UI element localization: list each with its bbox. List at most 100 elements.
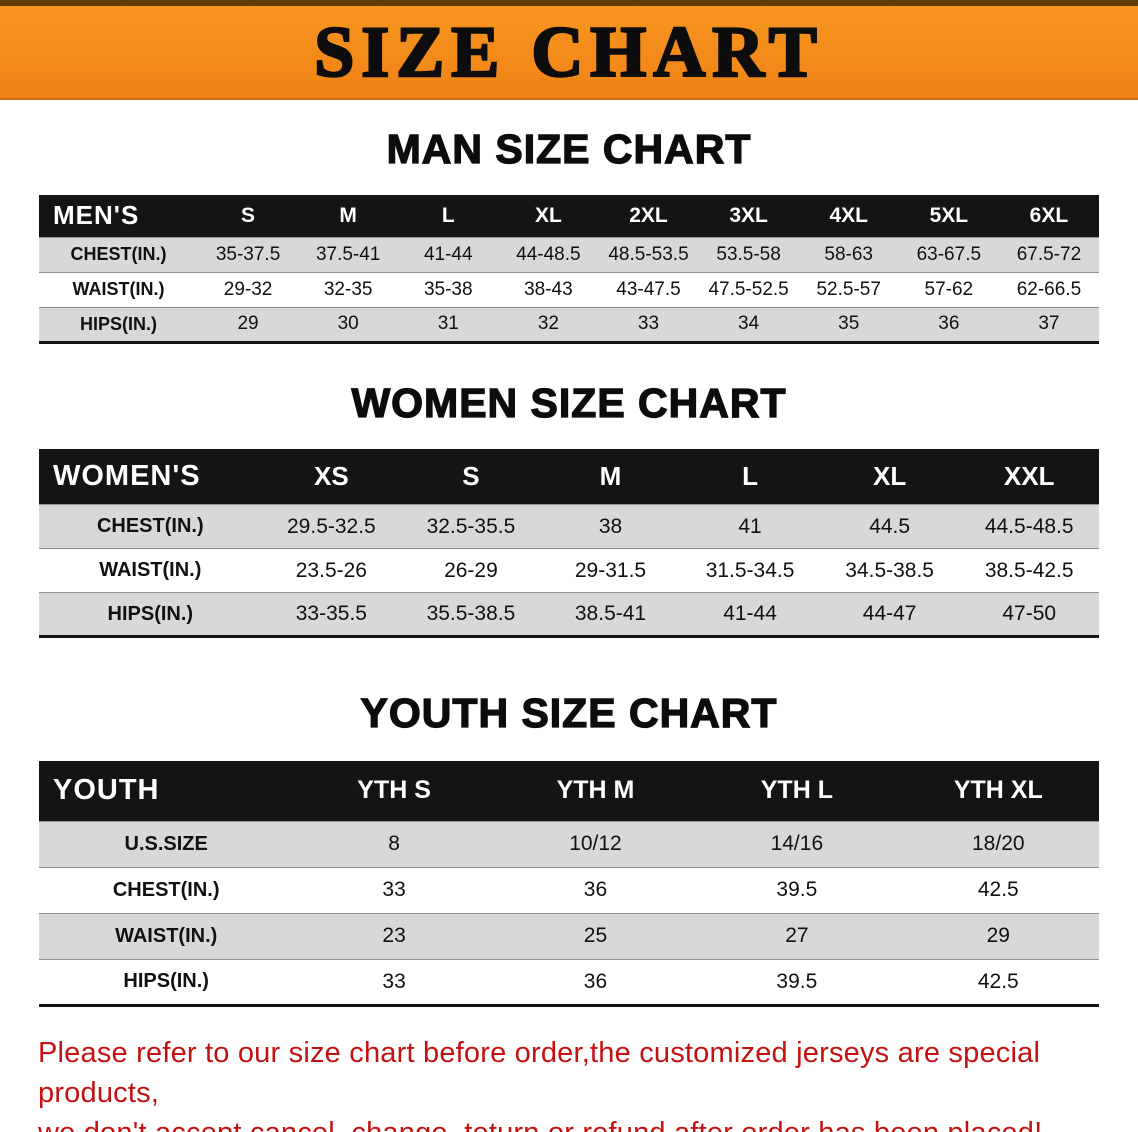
size-column-header: YTH S: [293, 761, 495, 821]
size-value-cell: 44-47: [862, 602, 917, 625]
size-value-cell: 30: [337, 313, 359, 334]
size-value-cell: 33: [382, 878, 406, 901]
size-value-cell: 58-63: [824, 243, 874, 265]
women-section-heading: WOMEN SIZE CHART: [351, 379, 787, 426]
page-title: SIZE CHART: [313, 12, 824, 92]
size-value-cell: 33: [637, 313, 660, 334]
size-value-cell: 34.5-38.5: [845, 558, 934, 582]
banner: SIZE CHART: [0, 0, 1138, 100]
row-label: HIPS(IN.): [107, 602, 194, 625]
size-value-cell: 57-62: [924, 278, 974, 300]
size-value-cell: 47-50: [1002, 602, 1057, 625]
table-corner-label: WOMEN'S: [39, 448, 262, 505]
size-column-header: M: [540, 448, 681, 505]
size-value-cell: 26-29: [444, 558, 498, 582]
size-value-cell: 62-66.5: [1016, 278, 1082, 300]
size-value-cell: 32: [537, 313, 559, 334]
size-value-cell: 36: [583, 969, 608, 993]
size-column-header: YTH L: [696, 761, 898, 821]
men-section-heading: MAN SIZE CHART: [386, 125, 752, 172]
size-column-header: 6XL: [998, 195, 1099, 237]
size-column-header: M: [298, 195, 399, 237]
footer-notice-line1: Please refer to our size chart before or…: [38, 1036, 1041, 1109]
size-column-header: YTH M: [494, 761, 697, 821]
size-value-cell: 39.5: [776, 878, 818, 901]
women-size-table: WOMEN'S XS S M L XL XXL CHEST(IN.) 29.5-32.5 32.5…: [39, 448, 1099, 638]
size-column-header: YTH XL: [897, 761, 1099, 821]
table-row: WAIST(IN.) 29-32 32-35 35-38 38-43 43-47.5 47.…: [39, 272, 1099, 307]
size-value-cell: 38-43: [524, 278, 573, 300]
size-value-cell: 42.5: [977, 969, 1019, 993]
row-label: CHEST(IN.): [112, 878, 220, 901]
size-column-header: 2XL: [598, 195, 699, 237]
table-row: CHEST(IN.) 33 36 39.5 42.5: [39, 867, 1099, 913]
men-size-table: MEN'S S M L XL 2XL 3XL 4XL 5XL 6XL CHEST(IN.) 35-37…: [39, 195, 1099, 344]
size-value-cell: 10/12: [569, 832, 622, 855]
row-label: HIPS(IN.): [79, 313, 157, 334]
size-value-cell: 36: [583, 878, 608, 901]
size-value-cell: 42.5: [977, 878, 1019, 901]
size-value-cell: 44.5-48.5: [984, 514, 1074, 538]
table-header-row: YOUTH YTH S YTH M YTH L YTH XL: [39, 761, 1099, 821]
size-column-header: XL: [498, 195, 599, 237]
size-column-header: S: [401, 448, 541, 505]
size-value-cell: 36: [938, 313, 960, 334]
footer-notice-line2: we don't accept cancel, change, teturn o…: [38, 1113, 1100, 1132]
size-value-cell: 29-32: [223, 278, 273, 300]
size-value-cell: 18/20: [972, 832, 1025, 855]
size-value-cell: 35-37.5: [215, 243, 281, 265]
size-value-cell: 23.5-26: [295, 558, 367, 582]
size-value-cell: 29: [237, 313, 259, 334]
footer-notice: Please refer to our size chart before or…: [0, 1033, 1138, 1132]
size-value-cell: 27: [785, 924, 809, 947]
size-value-cell: 29-31.5: [574, 558, 647, 582]
size-value-cell: 52.5-57: [816, 278, 881, 300]
youth-size-table: YOUTH YTH S YTH M YTH L YTH XL U.S.SIZE 8 10/12…: [39, 761, 1099, 1007]
size-value-cell: 32.5-35.5: [426, 514, 516, 538]
size-value-cell: 38: [598, 514, 623, 538]
size-value-cell: 41-44: [723, 602, 777, 625]
size-value-cell: 44.5: [869, 514, 911, 538]
size-value-cell: 35.5-38.5: [426, 602, 516, 625]
table-row: WAIST(IN.) 23.5-26 26-29 29-31.5 31.5-34.5 34…: [39, 548, 1099, 593]
size-value-cell: 53.5-58: [716, 243, 781, 265]
size-value-cell: 39.5: [776, 969, 818, 993]
size-value-cell: 37: [1038, 313, 1060, 334]
size-value-cell: 33-35.5: [295, 602, 367, 625]
size-value-cell: 23: [382, 924, 406, 947]
size-value-cell: 29: [986, 924, 1010, 947]
size-value-cell: 25: [583, 924, 608, 947]
row-label: CHEST(IN.): [70, 244, 167, 264]
row-label: U.S.SIZE: [124, 832, 208, 855]
size-column-header: 3XL: [698, 195, 799, 237]
size-column-header: XXL: [959, 448, 1099, 505]
size-value-cell: 35-38: [423, 278, 473, 300]
row-label: WAIST(IN.): [115, 924, 218, 947]
table-corner-label: MEN'S: [39, 195, 198, 237]
row-label: CHEST(IN.): [96, 515, 204, 537]
size-value-cell: 14/16: [770, 832, 824, 855]
table-row: HIPS(IN.) 33-35.5 35.5-38.5 38.5-41 41-44 44-…: [39, 592, 1099, 637]
size-column-header: XS: [261, 448, 402, 505]
size-value-cell: 37.5-41: [315, 243, 381, 265]
table-row: CHEST(IN.) 29.5-32.5 32.5-35.5 38 41 44.5 44.5…: [39, 504, 1099, 549]
table-row: HIPS(IN.) 29 30 31 32 33 34 35 36 37: [39, 307, 1099, 342]
size-value-cell: 43-47.5: [616, 278, 681, 300]
table-row: CHEST(IN.) 35-37.5 37.5-41 41-44 44-48.5 48.5…: [39, 237, 1099, 272]
table-row: HIPS(IN.) 33 36 39.5 42.5: [39, 959, 1099, 1005]
size-value-cell: 31.5-34.5: [705, 558, 795, 582]
table-header-row: WOMEN'S XS S M L XL XXL: [39, 448, 1099, 505]
size-value-cell: 67.5-72: [1016, 243, 1082, 265]
size-value-cell: 32-35: [323, 278, 373, 300]
size-column-header: XL: [819, 448, 960, 505]
table-corner-label: YOUTH: [39, 761, 294, 821]
size-column-header: S: [198, 195, 299, 237]
row-label: WAIST(IN.): [72, 279, 165, 299]
size-value-cell: 31: [437, 313, 459, 334]
youth-section-heading: YOUTH SIZE CHART: [360, 689, 778, 736]
size-value-cell: 38.5-42.5: [984, 558, 1074, 582]
size-column-header: 4XL: [798, 195, 899, 237]
size-value-cell: 41-44: [423, 243, 473, 265]
table-row: WAIST(IN.) 23 25 27 29: [39, 913, 1099, 959]
